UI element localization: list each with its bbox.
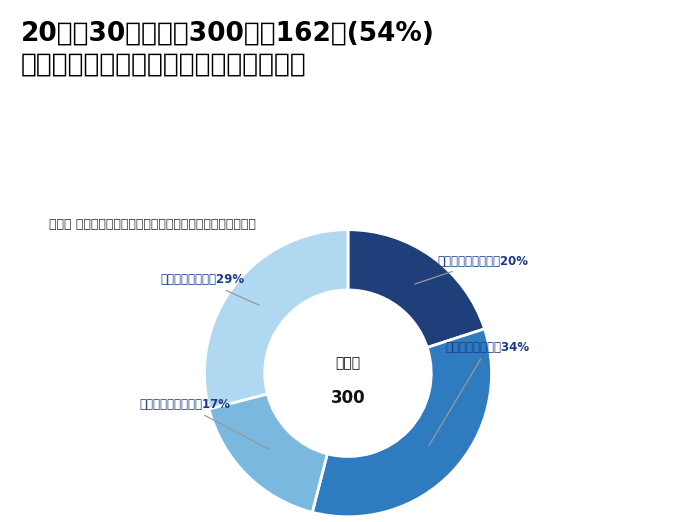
- Text: 全く興味がない：29%: 全く興味がない：29%: [161, 274, 259, 305]
- Wedge shape: [313, 329, 491, 517]
- Text: 非常に興味がある：20%: 非常に興味がある：20%: [415, 255, 528, 284]
- Text: 300: 300: [331, 389, 365, 407]
- Text: 回答数: 回答数: [335, 356, 361, 370]
- Text: 20代～30代男女の300人中162人(54%)
が「住環境について興味あり」と回答。: 20代～30代男女の300人中162人(54%) が「住環境について興味あり」と…: [21, 21, 435, 78]
- Wedge shape: [209, 394, 327, 512]
- Wedge shape: [348, 230, 484, 348]
- Text: 少し興味がある：34%: 少し興味がある：34%: [429, 341, 530, 446]
- Text: 質問： 住環境にどれくらい興味がありますか？（単一選択）: 質問： 住環境にどれくらい興味がありますか？（単一選択）: [49, 218, 255, 231]
- Wedge shape: [205, 230, 348, 409]
- Text: あまり興味がない：17%: あまり興味がない：17%: [139, 398, 269, 449]
